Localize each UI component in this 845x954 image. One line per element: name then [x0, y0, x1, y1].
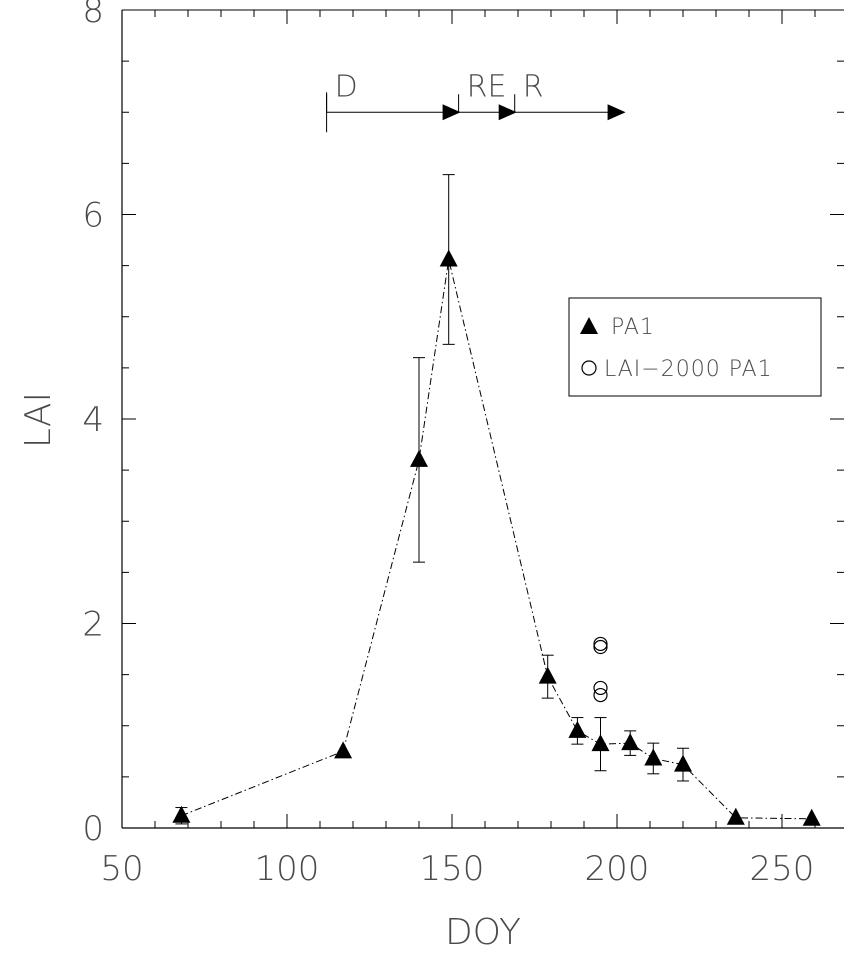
y-axis: 0 2 4 6 8 LAI: [18, 0, 844, 849]
lai2000-circle-point: [593, 680, 608, 696]
y-tick-label: 2: [82, 605, 104, 645]
legend: PA1 LAI−2000 PA1: [568, 297, 822, 397]
x-tick-label: 250: [750, 849, 815, 889]
phase-annotations: D RE R: [326, 69, 626, 133]
pa1-triangle-point: [621, 733, 640, 751]
pa1-triangle-point: [439, 249, 458, 267]
y-tick-label: 8: [82, 0, 104, 31]
series-line: [181, 259, 812, 820]
phase-arrowhead: [442, 104, 461, 121]
lai2000-circle-point: [593, 639, 608, 655]
data-markers: [172, 249, 821, 826]
pa1-triangle-point: [644, 748, 663, 766]
pa1-connecting-line: [181, 259, 812, 820]
legend-triangle-marker: [580, 317, 598, 334]
pa1-triangle-point: [591, 734, 610, 752]
y-tick-label: 4: [82, 400, 104, 440]
lai2000-circle-point: [593, 687, 608, 703]
pa1-triangle-point: [674, 754, 692, 772]
x-tick-label: 100: [255, 849, 320, 889]
y-tick-label: 6: [82, 196, 104, 236]
phase-label: R: [523, 69, 544, 104]
pa1-triangle-point: [802, 808, 821, 826]
x-axis-title: DOY: [445, 912, 521, 953]
x-axis: 50 100 150 200 250 DOY: [100, 10, 816, 953]
pa1-triangle-point: [538, 666, 557, 684]
x-tick-label: 150: [420, 849, 485, 889]
legend-circle-marker: [581, 360, 597, 376]
legend-label-lai2000: LAI−2000 PA1: [604, 357, 773, 382]
y-tick-label: 0: [82, 809, 104, 849]
x-tick-label: 200: [585, 849, 650, 889]
y-axis-title: LAI: [18, 392, 59, 448]
pa1-triangle-point: [172, 805, 191, 823]
phase-label: RE: [467, 69, 507, 104]
error-bars: [175, 174, 689, 825]
pa1-triangle-point: [410, 449, 428, 467]
phase-arrowhead: [498, 104, 517, 121]
legend-box: [568, 297, 822, 397]
lai2000-circle-point: [593, 636, 608, 652]
phase-arrowhead: [607, 104, 626, 121]
plot-frame: [121, 9, 844, 829]
pa1-triangle-point: [726, 807, 745, 825]
legend-label-pa1: PA1: [611, 315, 655, 340]
pa1-triangle-point: [568, 720, 587, 738]
x-tick-label: 50: [100, 849, 143, 889]
phase-label: D: [335, 69, 358, 104]
pa1-triangle-point: [334, 741, 353, 759]
